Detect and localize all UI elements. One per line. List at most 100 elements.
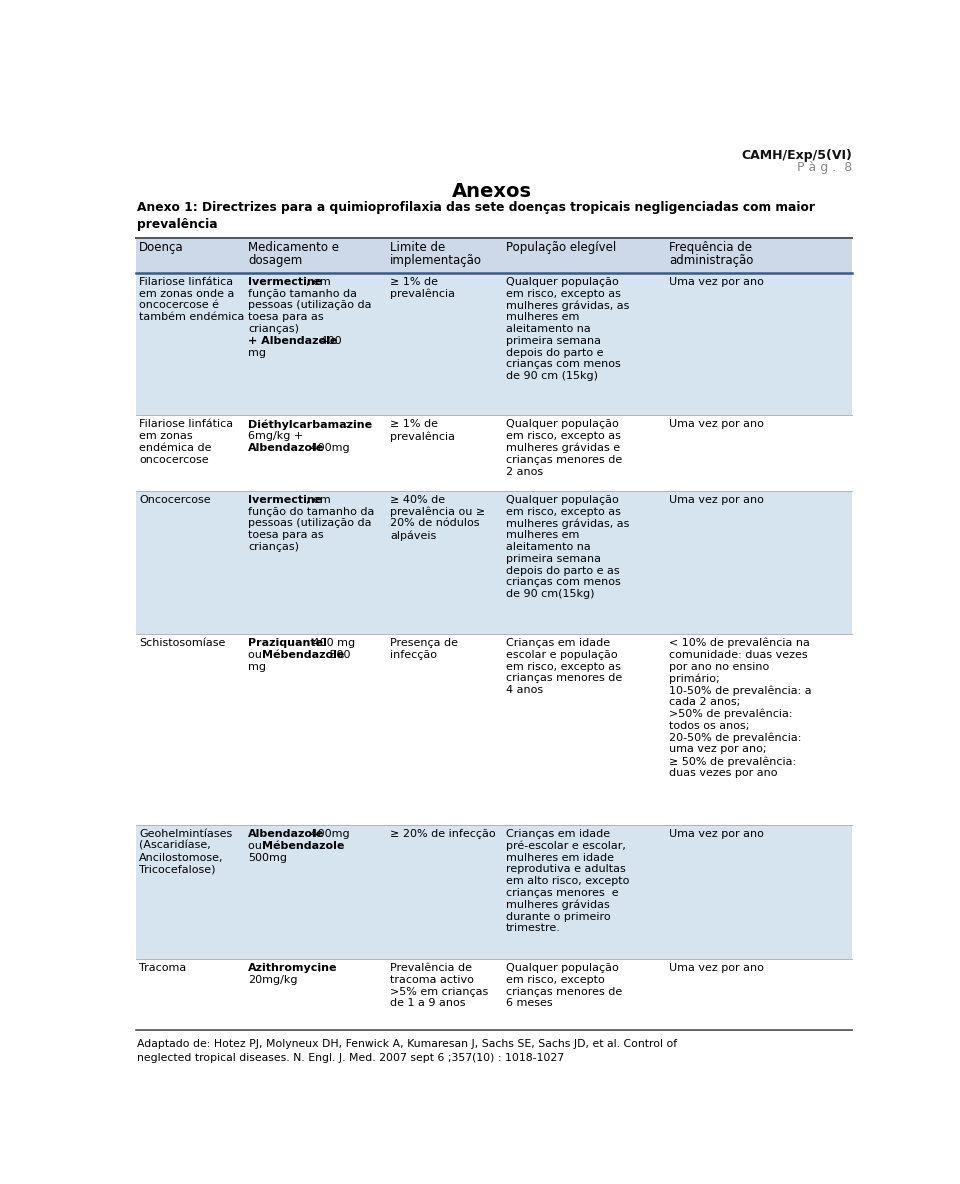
Text: pré-escolar e escolar,: pré-escolar e escolar, <box>506 841 626 851</box>
Text: oncocercose é: oncocercose é <box>139 301 220 310</box>
Text: mulheres grávidas: mulheres grávidas <box>506 900 610 910</box>
Text: Doença: Doença <box>139 242 184 255</box>
Text: infecção: infecção <box>390 650 437 659</box>
Text: 10-50% de prevalência: a: 10-50% de prevalência: a <box>669 686 812 696</box>
Text: Anexos: Anexos <box>452 182 532 201</box>
Text: mulheres grávidas e: mulheres grávidas e <box>506 443 620 453</box>
Text: Filariose linfática: Filariose linfática <box>139 419 233 430</box>
Text: População elegível: População elegível <box>506 242 616 255</box>
Text: de 90 cm (15kg): de 90 cm (15kg) <box>506 372 598 381</box>
Text: tracoma activo: tracoma activo <box>390 974 474 985</box>
Text: ≥ 1% de: ≥ 1% de <box>390 277 438 287</box>
Text: >50% de prevalência:: >50% de prevalência: <box>669 709 793 720</box>
Text: Praziquantel: Praziquantel <box>249 638 327 648</box>
Text: ≥ 40% de: ≥ 40% de <box>390 495 445 504</box>
Text: Mébendazole: Mébendazole <box>262 841 344 851</box>
Text: Crianças em idade: Crianças em idade <box>506 638 611 648</box>
Text: crianças com menos: crianças com menos <box>506 360 621 369</box>
Text: função do tamanho da: função do tamanho da <box>249 507 374 516</box>
Text: trimestre.: trimestre. <box>506 924 561 933</box>
Text: em risco, excepto as: em risco, excepto as <box>506 507 621 516</box>
Bar <box>135 274 852 416</box>
Text: Adaptado de: Hotez PJ, Molyneux DH, Fenwick A, Kumaresan J, Sachs SE, Sachs JD, : Adaptado de: Hotez PJ, Molyneux DH, Fenw… <box>137 1040 677 1063</box>
Text: Schistosomíase: Schistosomíase <box>139 638 226 648</box>
Text: Uma vez por ano: Uma vez por ano <box>669 495 764 504</box>
Text: função tamanho da: função tamanho da <box>249 289 357 298</box>
Text: 400mg: 400mg <box>307 443 350 453</box>
Text: duas vezes por ano: duas vezes por ano <box>669 768 778 778</box>
Text: , em: , em <box>306 277 330 287</box>
Text: em alto risco, excepto: em alto risco, excepto <box>506 876 630 886</box>
Text: em risco, excepto: em risco, excepto <box>506 974 605 985</box>
Text: Uma vez por ano: Uma vez por ano <box>669 829 764 839</box>
Text: ≥ 50% de prevalência:: ≥ 50% de prevalência: <box>669 757 797 766</box>
Text: Qualquer população: Qualquer população <box>506 963 619 973</box>
Text: 400: 400 <box>318 336 342 346</box>
Text: dosagem: dosagem <box>249 253 302 266</box>
Text: Filariose linfática: Filariose linfática <box>139 277 233 287</box>
Text: Presença de: Presença de <box>390 638 458 648</box>
Text: pessoas (utilização da: pessoas (utilização da <box>249 519 372 528</box>
Text: Crianças em idade: Crianças em idade <box>506 829 611 839</box>
Text: mg: mg <box>249 662 266 671</box>
Text: Prevalência de: Prevalência de <box>390 963 472 973</box>
Text: crianças menores  e: crianças menores e <box>506 888 618 897</box>
Text: mulheres em: mulheres em <box>506 313 580 322</box>
Text: prevalência: prevalência <box>390 289 455 300</box>
Text: depois do parto e as: depois do parto e as <box>506 566 619 575</box>
Text: mulheres em: mulheres em <box>506 530 580 540</box>
Text: Tracoma: Tracoma <box>139 963 186 973</box>
Text: ou: ou <box>249 841 266 851</box>
Text: crianças): crianças) <box>249 324 300 334</box>
Text: em zonas onde a: em zonas onde a <box>139 289 235 298</box>
Text: Ivermectine: Ivermectine <box>249 277 323 287</box>
Text: 4 anos: 4 anos <box>506 686 543 695</box>
Text: Mébendazole: Mébendazole <box>262 650 344 659</box>
Text: 20% de nódulos: 20% de nódulos <box>390 519 479 528</box>
Text: :: : <box>345 419 348 430</box>
Text: Qualquer população: Qualquer população <box>506 495 619 504</box>
Text: Geohelmintíases: Geohelmintíases <box>139 829 232 839</box>
Text: 2 anos: 2 anos <box>506 466 543 476</box>
Text: em risco, excepto as: em risco, excepto as <box>506 289 621 298</box>
Text: 6mg/kg +: 6mg/kg + <box>249 431 303 442</box>
Text: ou: ou <box>249 650 266 659</box>
Text: Uma vez por ano: Uma vez por ano <box>669 277 764 287</box>
Text: Oncocercose: Oncocercose <box>139 495 211 504</box>
Text: Medicamento e: Medicamento e <box>249 242 339 255</box>
Text: 400mg: 400mg <box>307 829 350 839</box>
Text: ,: , <box>318 963 321 973</box>
Bar <box>135 635 852 825</box>
Text: primário;: primário; <box>669 674 720 684</box>
Text: também endémica: também endémica <box>139 313 245 322</box>
Text: prevalência: prevalência <box>390 431 455 442</box>
Text: toesa para as: toesa para as <box>249 530 324 540</box>
Text: < 10% de prevalência na: < 10% de prevalência na <box>669 638 810 649</box>
Text: 500mg: 500mg <box>249 852 287 862</box>
Text: crianças menores de: crianças menores de <box>506 455 622 464</box>
Text: Albendazole: Albendazole <box>249 829 324 839</box>
Bar <box>135 491 852 635</box>
Text: 20-50% de prevalência:: 20-50% de prevalência: <box>669 733 802 742</box>
Text: aleitamento na: aleitamento na <box>506 324 590 334</box>
Text: ≥ 20% de infecção: ≥ 20% de infecção <box>390 829 495 839</box>
Text: mulheres grávidas, as: mulheres grávidas, as <box>506 301 630 311</box>
Text: uma vez por ano;: uma vez por ano; <box>669 745 767 754</box>
Text: CAMH/Exp/5(VI): CAMH/Exp/5(VI) <box>741 149 852 162</box>
Text: durante o primeiro: durante o primeiro <box>506 912 611 921</box>
Text: implementação: implementação <box>390 253 482 266</box>
Text: oncocercose: oncocercose <box>139 455 209 464</box>
Text: 20mg/kg: 20mg/kg <box>249 974 298 985</box>
Text: crianças): crianças) <box>249 542 300 552</box>
Text: de 90 cm(15kg): de 90 cm(15kg) <box>506 590 594 599</box>
Text: crianças menores de: crianças menores de <box>506 674 622 683</box>
Text: 500: 500 <box>325 650 350 659</box>
Text: (Ascaridíase,: (Ascaridíase, <box>139 841 211 851</box>
Text: depois do parto e: depois do parto e <box>506 348 604 358</box>
Text: Qualquer população: Qualquer população <box>506 277 619 287</box>
Text: P à g .  8: P à g . 8 <box>797 161 852 174</box>
Text: em risco, excepto as: em risco, excepto as <box>506 431 621 442</box>
Text: todos os anos;: todos os anos; <box>669 721 750 731</box>
Bar <box>135 238 852 274</box>
Text: escolar e população: escolar e população <box>506 650 617 659</box>
